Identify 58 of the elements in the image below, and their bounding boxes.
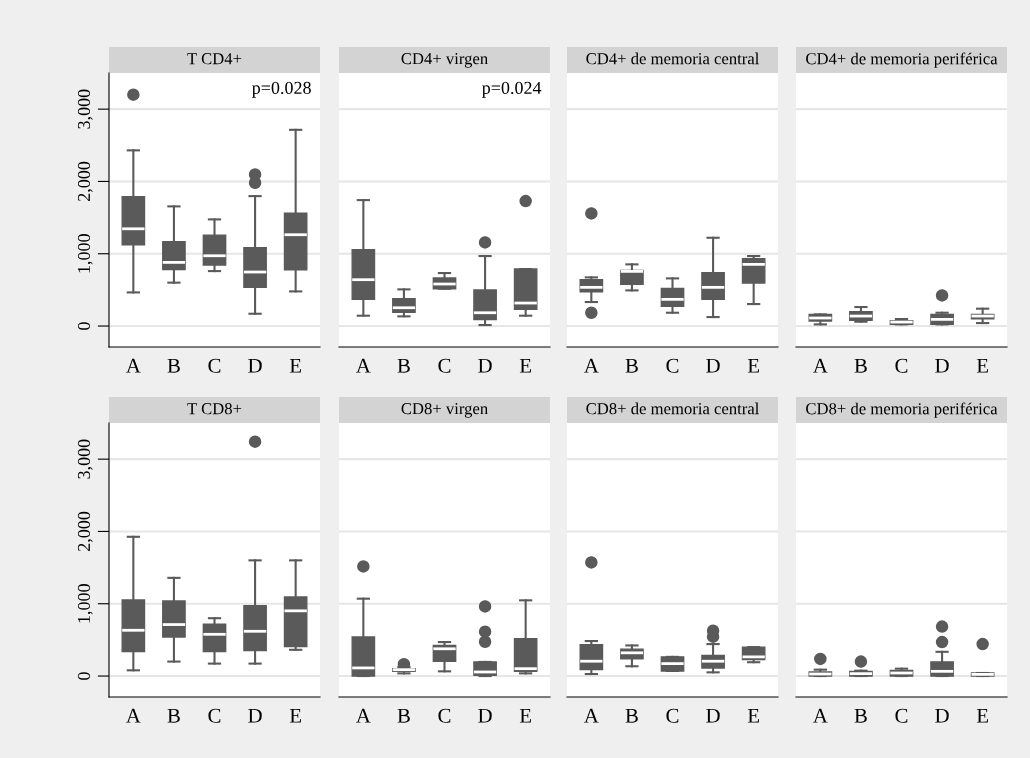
chart-title: T CD8+ — [187, 403, 242, 415]
x-tick-label: C — [208, 708, 221, 723]
x-tick-label: C — [895, 358, 908, 373]
x-tick-label: B — [854, 708, 867, 723]
y-tick-label: 0 — [77, 322, 91, 330]
x-tick-label: C — [208, 358, 221, 373]
x-tick-label: D — [706, 358, 720, 373]
x-tick-label: D — [706, 708, 720, 723]
x-tick-label: D — [478, 358, 492, 373]
x-tick-label: C — [438, 358, 451, 373]
x-tick-label: E — [976, 358, 988, 373]
x-tick-label: A — [813, 708, 828, 723]
annotation: p=0.024 — [482, 81, 542, 98]
x-tick-label: A — [126, 358, 141, 373]
x-tick-label: B — [625, 358, 638, 373]
chart-title: CD4+ de memoria central — [586, 52, 760, 65]
chart-title: CD8+ de memoria periférica — [806, 402, 998, 418]
y-tick-label: 1,000 — [77, 584, 93, 623]
y-tick-label: 0 — [77, 672, 91, 680]
x-tick-label: D — [935, 708, 949, 723]
y-tick-label: 3,000 — [77, 89, 93, 129]
y-tick-label: 3,000 — [77, 439, 93, 479]
x-tick-label: E — [519, 358, 531, 373]
y-tick-label: 2,000 — [77, 511, 93, 551]
x-tick-label: B — [397, 358, 410, 373]
chart-title: CD4+ virgen — [401, 53, 488, 68]
x-tick-label: B — [854, 358, 867, 373]
x-tick-label: D — [248, 708, 262, 723]
x-tick-label: A — [126, 708, 141, 723]
x-tick-label: B — [397, 708, 410, 723]
x-tick-label: A — [813, 358, 828, 373]
x-tick-label: C — [666, 708, 679, 723]
x-tick-label: E — [747, 358, 759, 373]
x-tick-label: B — [167, 358, 180, 373]
x-tick-label: D — [935, 358, 949, 373]
x-tick-label: E — [747, 708, 759, 723]
x-tick-label: A — [584, 358, 599, 373]
x-tick-label: E — [976, 708, 988, 723]
chart-title: CD4+ de memoria periférica — [806, 52, 998, 68]
x-tick-label: E — [519, 708, 531, 723]
chart-title: CD8+ de memoria central — [586, 402, 760, 415]
x-tick-label: A — [356, 708, 371, 723]
x-tick-label: D — [248, 358, 262, 373]
x-tick-label: C — [895, 708, 908, 723]
x-tick-label: D — [478, 708, 492, 723]
y-tick-label: 1,000 — [77, 234, 93, 273]
x-tick-label: B — [167, 708, 180, 723]
chart-title: CD8+ virgen — [401, 403, 488, 418]
chart-title: T CD4+ — [187, 53, 242, 65]
x-tick-label: A — [356, 358, 371, 373]
y-tick-label: 2,000 — [77, 161, 93, 201]
x-tick-label: B — [625, 708, 638, 723]
x-tick-label: C — [438, 708, 451, 723]
x-tick-label: A — [584, 708, 599, 723]
x-tick-label: C — [666, 358, 679, 373]
x-tick-label: E — [289, 358, 301, 373]
x-tick-label: E — [289, 708, 301, 723]
annotation: p=0.028 — [252, 81, 311, 98]
